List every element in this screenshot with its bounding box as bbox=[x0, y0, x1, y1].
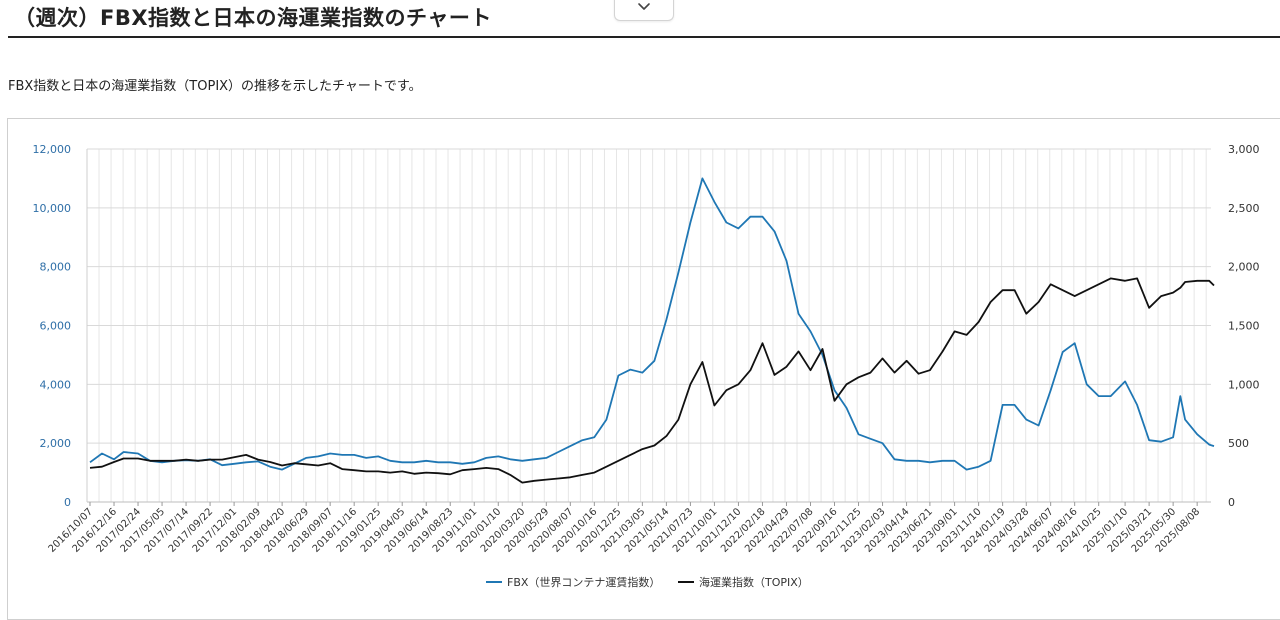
y-right-tick-label: 0 bbox=[1228, 496, 1235, 509]
y-left-tick-label: 0 bbox=[64, 496, 71, 509]
legend-label-topix: 海運業指数（TOPIX） bbox=[699, 575, 809, 589]
y-right-tick-label: 2,000 bbox=[1228, 261, 1260, 274]
y-left-tick-label: 6,000 bbox=[40, 320, 72, 333]
topix-series-line bbox=[89, 277, 1215, 484]
y-right-tick-label: 1,000 bbox=[1228, 378, 1260, 391]
y-left-tick-label: 10,000 bbox=[33, 202, 72, 215]
line-chart: 0 0 2,000 500 4,000 1,000 6,000 1,500 8,000 2,000… bbox=[33, 143, 1260, 589]
page-title: （週次）FBX指数と日本の海運業指数のチャート bbox=[14, 6, 492, 30]
chart-panel: 0 0 2,000 500 4,000 1,000 6,000 1,500 8,000 2,000… bbox=[7, 118, 1280, 620]
chevron-down-icon bbox=[638, 3, 650, 10]
chart-description: FBX指数と日本の海運業指数（TOPIX）の推移を示したチャートです。 bbox=[8, 79, 422, 94]
title-divider bbox=[8, 36, 1280, 38]
collapse-toggle-button[interactable] bbox=[614, 0, 674, 21]
y-right-tick-label: 2,500 bbox=[1228, 202, 1260, 215]
fbx-series-line bbox=[89, 177, 1215, 471]
y-left-tick-label: 8,000 bbox=[40, 261, 72, 274]
legend-label-fbx: FBX（世界コンテナ運賃指数） bbox=[507, 575, 660, 589]
y-left-tick-label: 2,000 bbox=[40, 437, 72, 450]
y-left-tick-label: 12,000 bbox=[33, 143, 72, 156]
y-left-tick-label: 4,000 bbox=[40, 378, 72, 391]
y-right-tick-label: 500 bbox=[1228, 437, 1249, 450]
y-right-tick-label: 3,000 bbox=[1228, 143, 1260, 156]
y-right-tick-label: 1,500 bbox=[1228, 320, 1260, 333]
